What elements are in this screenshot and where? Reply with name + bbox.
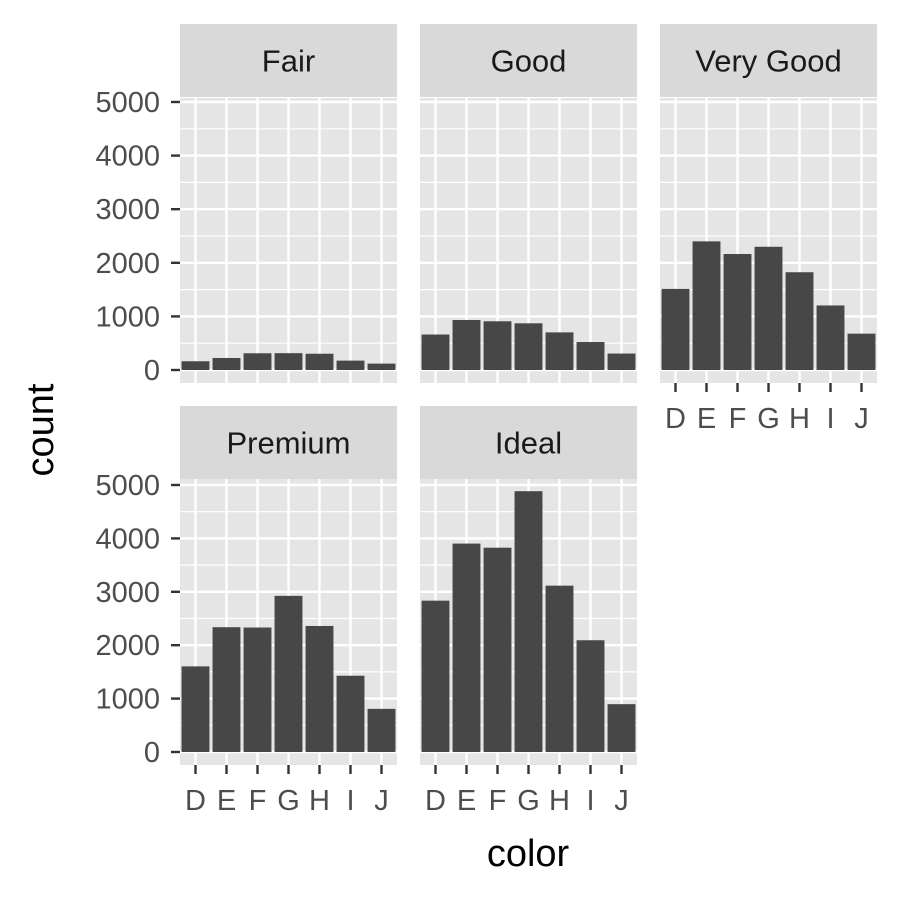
bar-F — [483, 321, 512, 370]
bar-D — [421, 334, 450, 370]
bar-I — [336, 675, 365, 752]
bar-J — [367, 363, 396, 370]
facet-strip — [420, 24, 637, 97]
facet-strip-label: Premium — [226, 426, 350, 461]
bar-J — [847, 333, 876, 370]
y-tick-label: 4000 — [95, 523, 160, 555]
x-tick-label: D — [185, 785, 206, 817]
x-tick-label: I — [346, 785, 354, 817]
bar-E — [212, 627, 241, 752]
y-tick-label: 5000 — [95, 87, 160, 119]
bar-I — [336, 360, 365, 370]
facet-strip — [420, 406, 637, 479]
bar-H — [785, 272, 814, 370]
bar-D — [421, 600, 450, 752]
bar-F — [243, 627, 272, 752]
bar-E — [452, 543, 481, 752]
x-tick-label: F — [729, 403, 747, 435]
x-tick-label: J — [854, 403, 869, 435]
facet-strip-label: Good — [491, 44, 567, 79]
bar-J — [607, 704, 636, 752]
bar-J — [367, 708, 396, 752]
bar-G — [754, 246, 783, 370]
bar-F — [483, 547, 512, 752]
x-tick-label: I — [826, 403, 834, 435]
x-tick-label: H — [309, 785, 330, 817]
bar-H — [545, 332, 574, 370]
x-axis-title: color — [487, 833, 570, 875]
x-tick-label: G — [757, 403, 780, 435]
bar-D — [661, 288, 690, 370]
y-tick-label: 2000 — [95, 630, 160, 662]
x-tick-label: I — [586, 785, 594, 817]
x-tick-label: D — [425, 785, 446, 817]
x-tick-label: G — [277, 785, 300, 817]
x-tick-label: D — [665, 403, 686, 435]
x-tick-label: J — [614, 785, 629, 817]
bar-D — [181, 666, 210, 752]
bar-H — [305, 625, 334, 752]
facet-strip-label: Ideal — [495, 426, 562, 461]
x-tick-label: F — [489, 785, 507, 817]
y-tick-label: 3000 — [95, 577, 160, 609]
x-tick-label: H — [789, 403, 810, 435]
bar-E — [212, 357, 241, 370]
bar-G — [274, 595, 303, 752]
facet-panel-good: Good — [420, 24, 637, 383]
y-axis-title: count — [20, 383, 62, 476]
bar-F — [723, 254, 752, 370]
bar-E — [452, 319, 481, 370]
facet-panel-premium: Premium 0 1000 2000 3000 4000 5000 D E F G H I J — [95, 406, 397, 817]
x-tick-label: F — [249, 785, 267, 817]
bar-I — [816, 305, 845, 370]
bar-G — [514, 323, 543, 370]
bar-H — [305, 353, 334, 370]
bar-G — [514, 491, 543, 752]
x-tick-label: J — [374, 785, 389, 817]
facet-panel-fair: Fair 0 1000 2000 3000 4000 5000 — [95, 24, 397, 387]
bar-J — [607, 353, 636, 370]
y-tick-label: 3000 — [95, 194, 160, 226]
y-tick-label: 0 — [144, 355, 160, 387]
bar-I — [576, 640, 605, 752]
bar-E — [692, 241, 721, 370]
facet-strip-label: Very Good — [695, 44, 841, 79]
x-tick-label: E — [457, 785, 476, 817]
x-tick-label: G — [517, 785, 540, 817]
y-tick-label: 1000 — [95, 684, 160, 716]
facet-strip-label: Fair — [262, 44, 315, 79]
x-tick-label: E — [217, 785, 236, 817]
bar-F — [243, 353, 272, 370]
y-tick-label: 5000 — [95, 470, 160, 502]
facet-strip — [180, 406, 397, 479]
facet-strip — [180, 24, 397, 97]
x-tick-label: E — [697, 403, 716, 435]
y-tick-label: 2000 — [95, 248, 160, 280]
facet-strip — [660, 24, 877, 97]
facet-panel-ideal: Ideal D E F G H I J — [420, 406, 637, 817]
bar-G — [274, 353, 303, 370]
x-tick-label: H — [549, 785, 570, 817]
bar-I — [576, 342, 605, 370]
y-tick-label: 4000 — [95, 141, 160, 173]
facet-panel-very-good: Very Good D E F G H I J — [660, 24, 877, 435]
bar-D — [181, 361, 210, 370]
y-tick-label: 1000 — [95, 301, 160, 333]
y-tick-label: 0 — [144, 737, 160, 769]
bar-H — [545, 585, 574, 752]
